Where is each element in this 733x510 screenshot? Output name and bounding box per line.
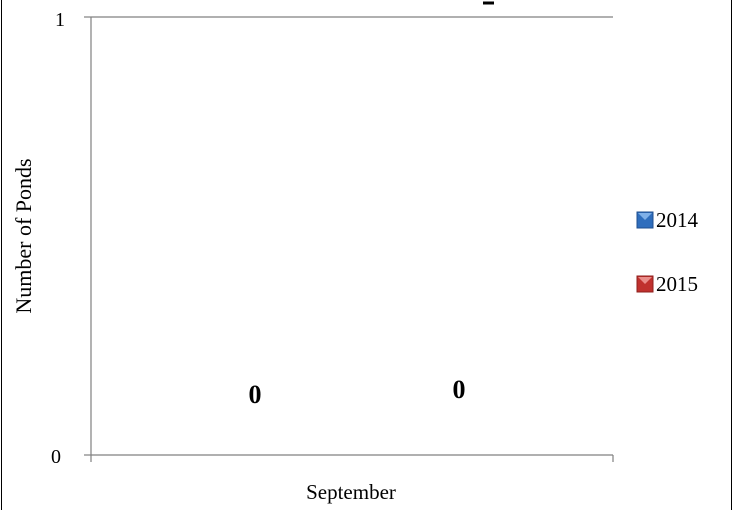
y-axis-label: Number of Ponds: [11, 158, 36, 313]
data-label-2014: 0: [249, 380, 262, 409]
legend-label-2014: 2014: [656, 208, 699, 232]
y-tick-label-max: 1: [55, 9, 65, 31]
legend: 2014 2015: [636, 208, 699, 296]
x-axis-label: September: [306, 480, 396, 504]
y-tick-label-min: 0: [51, 446, 61, 468]
legend-swatch-2014-shine: [638, 213, 652, 220]
legend-swatch-2015-shine: [638, 277, 652, 284]
legend-item-2015: 2015: [636, 272, 698, 296]
legend-item-2014: 2014: [636, 208, 699, 232]
data-label-2015: 0: [453, 375, 466, 404]
legend-label-2015: 2015: [656, 272, 698, 296]
